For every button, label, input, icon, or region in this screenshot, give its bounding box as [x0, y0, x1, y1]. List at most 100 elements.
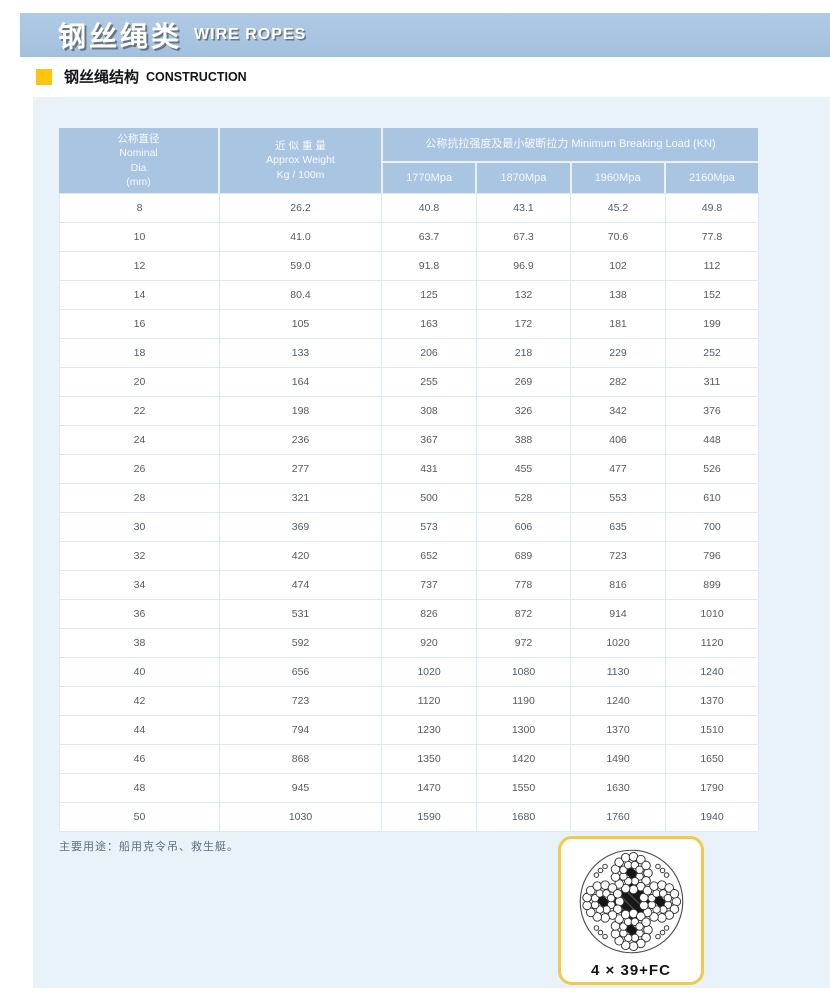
dia-cell: 48 [59, 773, 220, 803]
weight-cell: 723 [219, 686, 382, 716]
dia-cell: 26 [59, 454, 220, 484]
weight-cell: 277 [219, 454, 382, 484]
load-cell-1960: 102 [570, 251, 666, 281]
load-cell-1770: 431 [381, 454, 477, 484]
table-row: 48 945 1470 1550 1630 1790 [59, 773, 759, 803]
load-cell-1870: 67.3 [476, 222, 571, 252]
load-cell-1960: 635 [570, 512, 666, 542]
load-cell-2160: 1240 [665, 657, 759, 687]
load-cell-1870: 972 [476, 628, 571, 658]
table-row: 20 164 255 269 282 311 [59, 367, 759, 397]
weight-cell: 133 [219, 338, 382, 368]
load-cell-1770: 1590 [381, 802, 477, 832]
load-cell-2160: 311 [665, 367, 759, 397]
load-cell-2160: 448 [665, 425, 759, 455]
section-title-cn: 钢丝绳结构 [64, 69, 140, 86]
load-cell-1770: 500 [381, 483, 477, 513]
load-cell-2160: 1120 [665, 628, 759, 658]
load-cell-1870: 132 [476, 280, 571, 310]
header-approx-weight: 近 似 重 量 Approx Weight Kg / 100m [220, 128, 381, 193]
load-cell-1870: 1680 [476, 802, 571, 832]
load-cell-1960: 723 [570, 541, 666, 571]
load-cell-1770: 1350 [381, 744, 477, 774]
weight-cell: 656 [219, 657, 382, 687]
header-breaking-load-span: 公称抗拉强度及最小破断拉力 Minimum Breaking Load (KN) [383, 128, 758, 161]
table-row: 24 236 367 388 406 448 [59, 425, 759, 455]
header-grade-1770: 1770Mpa [383, 163, 476, 193]
load-cell-2160: 1370 [665, 686, 759, 716]
table-row: 16 105 163 172 181 199 [59, 309, 759, 339]
load-cell-1960: 138 [570, 280, 666, 310]
load-cell-1770: 920 [381, 628, 477, 658]
load-cell-1770: 91.8 [381, 251, 477, 281]
weight-cell: 592 [219, 628, 382, 658]
construction-figure-card: 4 × 39+FC [558, 836, 704, 985]
weight-cell: 474 [219, 570, 382, 600]
weight-cell: 59.0 [219, 251, 382, 281]
load-cell-2160: 526 [665, 454, 759, 484]
table-row: 38 592 920 972 1020 1120 [59, 628, 759, 658]
load-cell-1960: 1630 [570, 773, 666, 803]
weight-cell: 105 [219, 309, 382, 339]
page-title-en: WIRE ROPES [194, 26, 307, 43]
load-cell-1870: 43.1 [476, 193, 571, 223]
load-cell-1960: 1130 [570, 657, 666, 687]
weight-cell: 321 [219, 483, 382, 513]
load-cell-1960: 477 [570, 454, 666, 484]
weight-cell: 531 [219, 599, 382, 629]
load-cell-1960: 816 [570, 570, 666, 600]
load-cell-1960: 553 [570, 483, 666, 513]
header-grade-2160: 2160Mpa [665, 163, 758, 193]
dia-cell: 36 [59, 599, 220, 629]
load-cell-1870: 326 [476, 396, 571, 426]
load-cell-1960: 914 [570, 599, 666, 629]
dia-cell: 46 [59, 744, 220, 774]
load-cell-1770: 206 [381, 338, 477, 368]
dia-cell: 24 [59, 425, 220, 455]
dia-cell: 12 [59, 251, 220, 281]
load-cell-1870: 1190 [476, 686, 571, 716]
load-cell-1770: 63.7 [381, 222, 477, 252]
load-cell-2160: 77.8 [665, 222, 759, 252]
table-row: 22 198 308 326 342 376 [59, 396, 759, 426]
load-cell-1960: 45.2 [570, 193, 666, 223]
load-cell-1770: 367 [381, 425, 477, 455]
dia-cell: 22 [59, 396, 220, 426]
table-row: 40 656 1020 1080 1130 1240 [59, 657, 759, 687]
load-cell-1960: 70.6 [570, 222, 666, 252]
dia-cell: 30 [59, 512, 220, 542]
header-grade-1960: 1960Mpa [571, 163, 664, 193]
header-grade-1870: 1870Mpa [477, 163, 570, 193]
load-cell-1870: 96.9 [476, 251, 571, 281]
load-cell-1960: 1490 [570, 744, 666, 774]
load-cell-1770: 573 [381, 512, 477, 542]
load-cell-1870: 269 [476, 367, 571, 397]
load-cell-1870: 1550 [476, 773, 571, 803]
load-cell-2160: 700 [665, 512, 759, 542]
table-row: 26 277 431 455 477 526 [59, 454, 759, 484]
load-cell-1870: 689 [476, 541, 571, 571]
load-cell-1770: 308 [381, 396, 477, 426]
weight-cell: 198 [219, 396, 382, 426]
dia-cell: 28 [59, 483, 220, 513]
table-row: 8 26.2 40.8 43.1 45.2 49.8 [59, 193, 759, 223]
dia-cell: 34 [59, 570, 220, 600]
load-cell-1870: 1300 [476, 715, 571, 745]
load-cell-2160: 112 [665, 251, 759, 281]
figure-caption: 4 × 39+FC [591, 962, 671, 979]
weight-cell: 420 [219, 541, 382, 571]
wire-rope-cross-section-image [579, 849, 683, 954]
load-cell-1960: 282 [570, 367, 666, 397]
load-cell-1960: 406 [570, 425, 666, 455]
table-row: 46 868 1350 1420 1490 1650 [59, 744, 759, 774]
dia-cell: 10 [59, 222, 220, 252]
load-cell-1960: 342 [570, 396, 666, 426]
load-cell-1960: 1760 [570, 802, 666, 832]
load-cell-1770: 652 [381, 541, 477, 571]
load-cell-1870: 172 [476, 309, 571, 339]
load-cell-2160: 1650 [665, 744, 759, 774]
weight-cell: 794 [219, 715, 382, 745]
table-row: 30 369 573 606 635 700 [59, 512, 759, 542]
load-cell-1960: 1240 [570, 686, 666, 716]
